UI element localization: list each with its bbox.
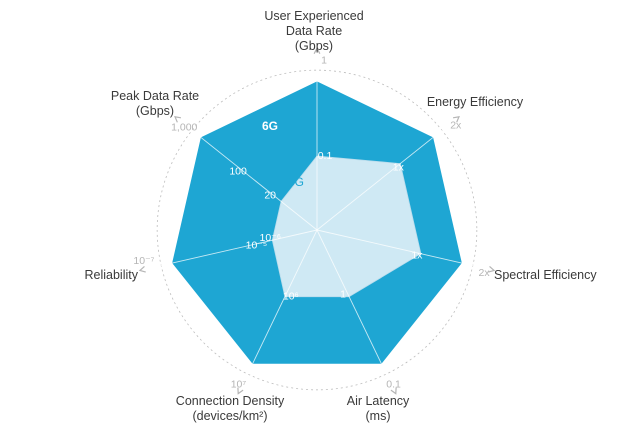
axis-label-line: (devices/km²)	[192, 409, 267, 423]
axis-line-6	[143, 229, 318, 270]
axis-label-7: Peak Data Rate (Gbps)	[111, 89, 199, 118]
series-label-5g: 5G	[288, 175, 304, 189]
tick-inner-6: 10⁻⁶	[259, 232, 281, 244]
axis-arrow-icon-1	[313, 47, 321, 54]
tick-inner-4: 1	[340, 288, 346, 300]
axis-label-2: Energy Efficiency	[427, 95, 524, 109]
tick-extra-1: 10⁻⁵	[246, 240, 268, 252]
tick-inner-5: 10⁶	[283, 290, 299, 302]
axis-label-line: (ms)	[366, 409, 391, 423]
axis-label-5: Connection Density (devices/km²)	[176, 394, 285, 423]
axis-arrow-icon-3	[488, 265, 496, 273]
tick-inner-7: 100	[229, 166, 247, 178]
axis-line-2	[316, 118, 457, 231]
tick-outer-4: 0.1	[386, 378, 401, 390]
axis-label-line: Data Rate	[286, 24, 342, 38]
series-label-6g: 6G	[262, 119, 278, 133]
tick-inner-1: 0.1	[318, 150, 333, 162]
tick-outer-3: 2x	[479, 267, 491, 279]
axis-label-line: Air Latency	[347, 394, 410, 408]
tick-inner-3: 1x	[411, 249, 423, 261]
axis-label-line: (Gbps)	[136, 104, 174, 118]
axis-line-5	[239, 229, 318, 391]
tick-outer-6: 10⁻⁷	[133, 255, 154, 267]
axis-label-4: Air Latency (ms)	[347, 394, 410, 423]
axis-label-line: (Gbps)	[295, 39, 333, 53]
tick-extra-2: 20	[264, 190, 276, 202]
axis-label-line: Reliability	[85, 268, 139, 282]
axis-arrow-icon-2	[452, 115, 460, 123]
axis-label-1: User Experienced Data Rate (Gbps)	[264, 9, 363, 53]
axis-label-line: Energy Efficiency	[427, 95, 524, 109]
tick-outer-7: 1,000	[171, 122, 197, 134]
tick-outer-1: 1	[321, 55, 327, 67]
axis-line-4	[316, 229, 395, 391]
axis-arrow-icon-4	[390, 387, 397, 395]
axis-label-line: Peak Data Rate	[111, 89, 199, 103]
axis-line-7	[177, 118, 318, 231]
series-polygon-5g	[271, 155, 422, 298]
grid-circle-4	[156, 69, 478, 391]
axis-arrow-icon-6	[138, 265, 146, 273]
axis-label-line: User Experienced	[264, 9, 363, 23]
axis-arrow-icon-7	[174, 115, 182, 123]
axis-label-line: Connection Density	[176, 394, 285, 408]
axis-arrow-icon-5	[237, 387, 244, 395]
tick-outer-5: 10⁷	[231, 378, 247, 390]
tick-inner-2: 1x	[393, 161, 405, 173]
axis-label-6: Reliability	[85, 268, 139, 282]
tick-outer-2: 2x	[450, 120, 462, 132]
axis-label-line: Spectral Efficiency	[494, 268, 597, 282]
axis-line-3	[316, 229, 491, 270]
axis-label-3: Spectral Efficiency	[494, 268, 597, 282]
